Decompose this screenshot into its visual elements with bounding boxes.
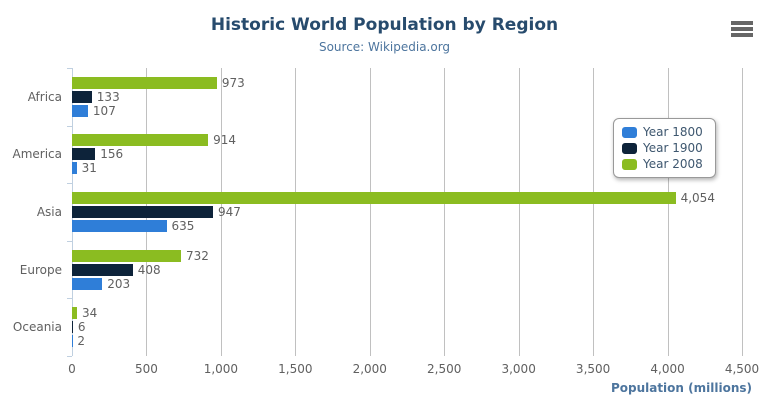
gridline [220,68,222,356]
category-axis-tick [67,240,72,242]
bar-value-label: 914 [213,133,236,148]
bar-year-1900-asia[interactable] [72,206,213,218]
category-label-america: America [12,147,63,162]
gridline [295,68,297,356]
legend-item-year-1800[interactable]: Year 1800 [622,124,703,140]
x-axis-tick-label: 500 [134,362,158,376]
bar-year-1900-africa[interactable] [72,90,92,103]
category-axis-tick [67,298,72,300]
gridline [444,68,446,356]
bar-value-label: 156 [100,147,124,162]
x-axis-tick-label: 2,500 [427,362,462,376]
chart-subtitle: Source: Wikipedia.org [318,40,451,54]
category-label-oceania: Oceania [12,320,62,335]
x-axis-tick-label: 4,000 [650,362,685,376]
legend-item-label: Year 2008 [643,157,703,171]
x-axis-tick-label: 2,000 [352,362,387,376]
bar-year-2008-america[interactable] [72,134,209,147]
legend-item-label: Year 1800 [643,125,703,139]
bar-value-label: 34 [82,306,98,321]
bar-value-label: 973 [221,75,245,90]
category-label-asia: Asia [36,205,62,219]
legend: Year 1800 Year 1900 Year 2008 [613,118,716,178]
x-axis-tick-label: 3,000 [501,362,536,376]
legend-symbol-year-1800 [622,126,637,138]
legend-symbol-year-1900 [622,142,637,154]
gridline [742,68,743,356]
bar-year-1800-asia[interactable] [72,220,167,232]
bar-value-label: 133 [96,89,120,104]
category-axis-tick [67,68,72,69]
legend-symbol-year-2008 [622,158,637,170]
legend-item-label: Year 1900 [643,141,703,155]
gridline [369,68,371,356]
bar-value-label: 408 [137,262,161,277]
gridline [593,68,595,356]
x-axis-tick-label: 4,500 [724,362,760,376]
legend-item-year-1900[interactable]: Year 1900 [622,140,703,156]
x-axis-tick-label: 1,500 [278,362,313,376]
x-axis-tick-label: 1,000 [203,362,239,376]
bar-year-2008-oceania[interactable] [72,307,78,320]
bar-year-2008-europe[interactable] [72,249,181,262]
bar-value-label: 947 [217,205,241,219]
bar-value-label: 4,054 [680,191,715,205]
bar-value-label: 635 [171,219,195,233]
x-axis-tick-label: 0 [68,362,76,376]
bar-year-1900-europe[interactable] [72,263,133,276]
gridline [667,68,669,356]
x-axis-tick-label: 3,500 [575,362,611,376]
bar-value-label: 31 [81,161,97,176]
hamburger-icon [731,21,753,37]
bar-year-2008-africa[interactable] [72,76,217,89]
bar-year-1900-oceania[interactable] [72,321,73,334]
bar-value-label: 732 [185,248,209,263]
bar-year-1800-africa[interactable] [72,104,88,117]
bar-value-label: 2 [77,334,86,349]
bar-year-1800-america[interactable] [72,162,77,175]
bar-value-label: 107 [92,103,116,118]
bar-value-label: 6 [77,320,86,335]
category-label-africa: Africa [27,89,62,104]
category-axis-tick [67,183,72,185]
bar-year-1900-america[interactable] [72,148,96,161]
category-axis-tick [67,125,72,127]
bar-value-label: 203 [107,276,131,291]
legend-item-year-2008[interactable]: Year 2008 [622,156,703,172]
context-menu-button[interactable] [729,19,755,39]
category-label-europe: Europe [19,262,62,277]
bar-year-1800-europe[interactable] [72,277,103,290]
chart-title: Historic World Population by Region [210,15,559,35]
category-axis-tick [67,356,72,357]
x-axis-title: Population (millions) [610,381,752,395]
bar-year-2008-asia[interactable] [72,192,676,204]
gridline [518,68,520,356]
